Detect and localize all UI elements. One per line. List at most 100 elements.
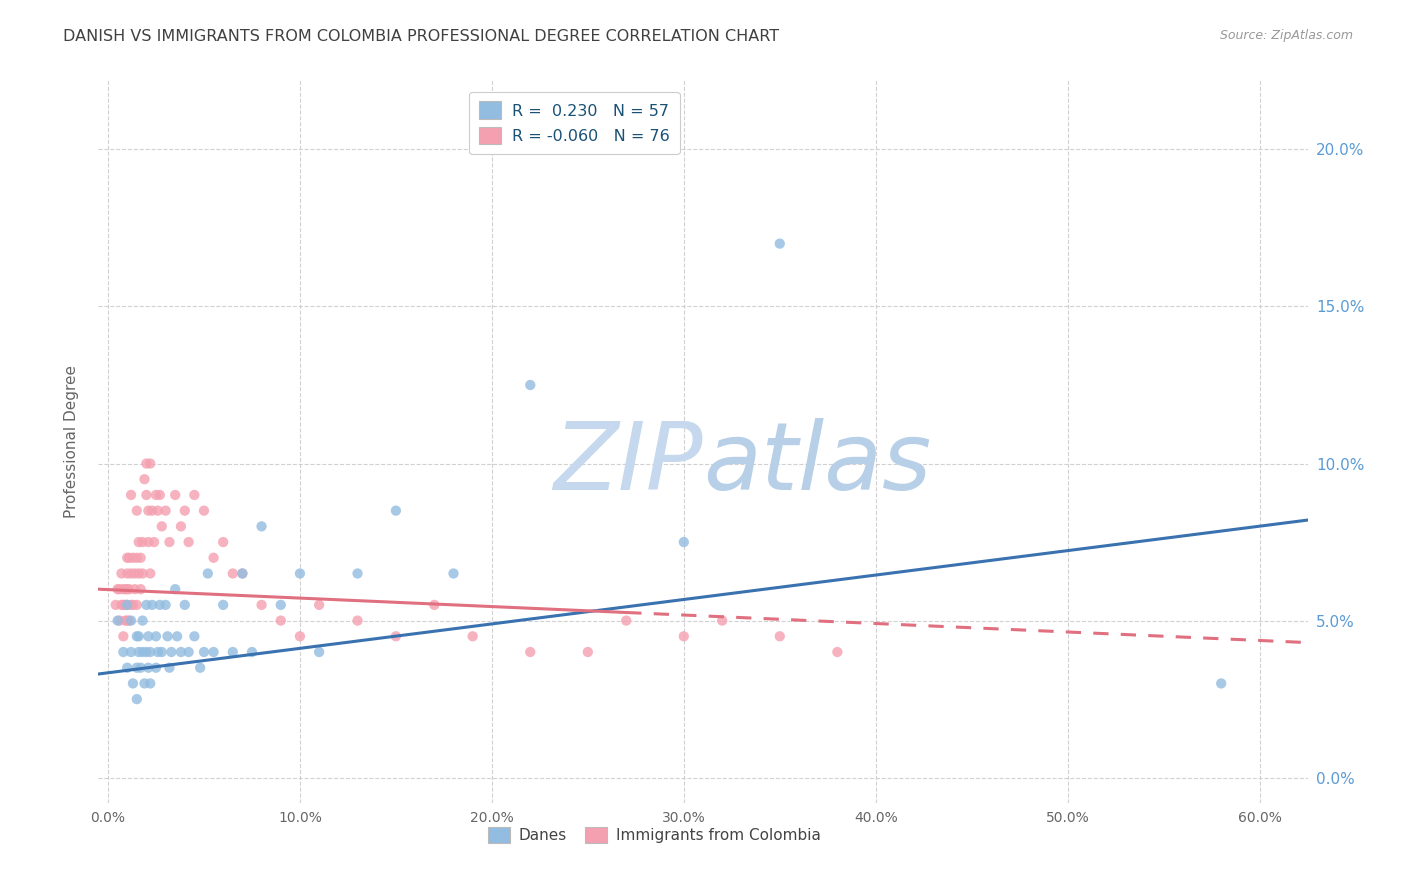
Point [129, 550, 152, 565]
Point [129, 661, 152, 675]
Point [134, 472, 156, 486]
Point [183, 629, 205, 643]
Point [120, 614, 142, 628]
Point [461, 629, 484, 643]
Point [104, 598, 127, 612]
Point [288, 629, 311, 643]
Point [139, 457, 162, 471]
Point [118, 582, 141, 597]
Point [177, 645, 200, 659]
Point [128, 645, 150, 659]
Point [139, 645, 162, 659]
Point [108, 582, 131, 597]
Point [155, 503, 177, 517]
Point [115, 566, 138, 581]
Point [193, 645, 215, 659]
Point [114, 614, 136, 628]
Point [131, 614, 153, 628]
Point [346, 614, 368, 628]
Point [128, 629, 150, 643]
Point [231, 566, 253, 581]
Point [122, 598, 145, 612]
Point [202, 550, 225, 565]
Point [110, 566, 132, 581]
Point [107, 582, 129, 597]
Point [672, 535, 695, 549]
Text: atlas: atlas [703, 417, 931, 508]
Point [112, 629, 135, 643]
Point [135, 457, 157, 471]
Y-axis label: Professional Degree: Professional Degree [65, 365, 79, 518]
Point [114, 598, 136, 612]
Text: DANISH VS IMMIGRANTS FROM COLOMBIA PROFESSIONAL DEGREE CORRELATION CHART: DANISH VS IMMIGRANTS FROM COLOMBIA PROFE… [63, 29, 779, 44]
Point [112, 582, 135, 597]
Point [125, 503, 148, 517]
Point [423, 598, 446, 612]
Point [125, 550, 148, 565]
Point [270, 614, 292, 628]
Point [141, 503, 163, 517]
Point [145, 488, 167, 502]
Point [124, 566, 146, 581]
Point [576, 645, 599, 659]
Point [136, 503, 159, 517]
Point [120, 598, 142, 612]
Point [136, 661, 159, 675]
Point [165, 488, 187, 502]
Point [308, 645, 330, 659]
Point [212, 598, 235, 612]
Point [197, 566, 219, 581]
Point [170, 519, 193, 533]
Point [125, 598, 148, 612]
Point [166, 629, 188, 643]
Point [183, 488, 205, 502]
Point [346, 566, 368, 581]
Point [120, 488, 142, 502]
Point [159, 535, 181, 549]
Point [108, 614, 131, 628]
Point [672, 629, 695, 643]
Point [115, 598, 138, 612]
Point [240, 645, 263, 659]
Point [120, 645, 142, 659]
Point [159, 661, 181, 675]
Point [443, 566, 465, 581]
Point [827, 645, 849, 659]
Point [145, 661, 167, 675]
Point [1211, 676, 1233, 690]
Point [222, 566, 245, 581]
Point [135, 598, 157, 612]
Point [150, 645, 173, 659]
Point [143, 535, 166, 549]
Point [149, 598, 172, 612]
Point [112, 645, 135, 659]
Point [120, 566, 142, 581]
Point [115, 598, 138, 612]
Point [160, 645, 183, 659]
Point [188, 661, 211, 675]
Point [519, 378, 541, 392]
Point [250, 598, 273, 612]
Point [288, 566, 311, 581]
Point [145, 629, 167, 643]
Point [135, 645, 157, 659]
Point [150, 519, 173, 533]
Point [118, 550, 141, 565]
Point [135, 488, 157, 502]
Point [136, 629, 159, 643]
Point [115, 550, 138, 565]
Point [131, 566, 153, 581]
Point [125, 629, 148, 643]
Point [156, 629, 179, 643]
Point [270, 598, 292, 612]
Point [193, 503, 215, 517]
Point [165, 582, 187, 597]
Point [128, 566, 150, 581]
Point [177, 535, 200, 549]
Point [146, 503, 169, 517]
Point [114, 582, 136, 597]
Point [122, 676, 145, 690]
Point [231, 566, 253, 581]
Text: Source: ZipAtlas.com: Source: ZipAtlas.com [1219, 29, 1353, 42]
Point [614, 614, 637, 628]
